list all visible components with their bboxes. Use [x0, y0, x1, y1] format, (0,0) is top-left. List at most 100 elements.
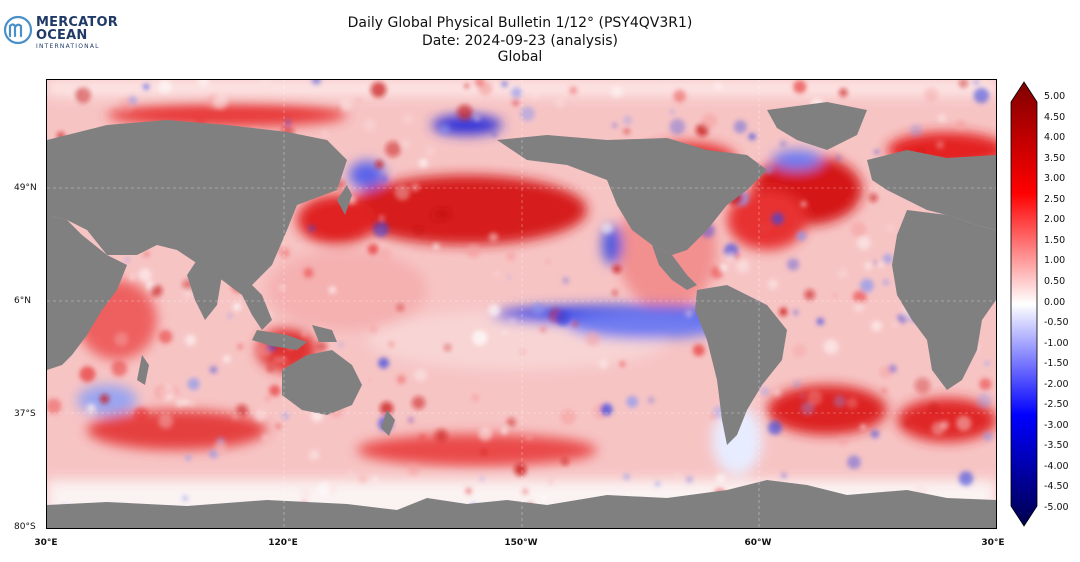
eddy-speckle	[488, 304, 501, 317]
eddy-speckle	[807, 390, 823, 406]
eddy-speckle	[560, 409, 577, 425]
eddy-speckle	[316, 341, 328, 352]
eddy-speckle	[914, 377, 931, 394]
eddy-speckle	[619, 361, 626, 367]
colorbar-tick-label: 4.00	[1044, 132, 1066, 144]
eddy-speckle	[407, 463, 420, 476]
eddy-speckle	[478, 427, 492, 441]
eddy-speckle	[209, 366, 218, 374]
eddy-speckle	[572, 321, 578, 327]
eddy-speckle	[175, 399, 184, 408]
eddy-speckle	[847, 455, 861, 470]
eddy-speckle	[411, 396, 426, 410]
eddy-speckle	[402, 113, 413, 124]
eddy-speckle	[143, 83, 150, 90]
eddy-speckle	[781, 472, 787, 478]
eddy-speckle	[367, 377, 372, 382]
eddy-speckle	[846, 397, 858, 409]
eddy-speckle	[838, 269, 848, 279]
logo-line-1: MERCATOR	[36, 15, 118, 30]
eddy-speckle	[79, 366, 96, 383]
colorbar-tick-label: -2.50	[1044, 399, 1069, 411]
eddy-speckle	[213, 95, 228, 110]
eddy-speckle	[418, 158, 428, 168]
eddy-speckle	[872, 260, 878, 265]
lat-label-80s: 80°S	[14, 522, 36, 532]
eddy-speckle	[665, 81, 671, 86]
eddy-speckle	[531, 302, 545, 316]
eddy-speckle	[375, 160, 384, 169]
eddy-speckle	[87, 403, 95, 411]
eddy-speckle	[864, 261, 873, 271]
eddy-speckle	[598, 359, 609, 370]
colorbar-tick-label: -1.00	[1044, 337, 1069, 349]
eddy-speckle	[973, 80, 979, 85]
eddy-speckle	[786, 258, 800, 271]
eddy-speckle	[736, 259, 750, 273]
eddy-speckle	[479, 476, 485, 482]
eddy-speckle	[569, 86, 578, 95]
eddy-speckle	[792, 344, 807, 358]
eddy-speckle	[439, 123, 451, 135]
eddy-speckle	[984, 360, 990, 367]
eddy-speckle	[823, 339, 839, 355]
eddy-speckle	[983, 432, 993, 441]
eddy-speckle	[396, 304, 404, 312]
eddy-speckle	[465, 487, 472, 495]
eddy-speckle	[673, 89, 686, 103]
eddy-speckle	[512, 98, 520, 107]
eddy-speckle	[724, 243, 739, 258]
eddy-speckle	[882, 253, 893, 264]
eddy-speckle	[506, 417, 516, 427]
eddy-speckle	[726, 253, 735, 262]
eddy-speckle	[539, 494, 548, 502]
eddy-speckle	[692, 344, 705, 357]
eddy-speckle	[871, 320, 882, 332]
eddy-speckle	[522, 488, 528, 495]
eddy-speckle	[833, 395, 846, 408]
eddy-speckle	[860, 424, 866, 430]
eddy-speckle	[502, 330, 508, 336]
eddy-speckle	[438, 207, 451, 220]
eddy-speckle	[860, 278, 874, 293]
eddy-speckle	[235, 404, 248, 417]
eddy-speckle	[150, 284, 163, 297]
eddy-speckle	[143, 250, 150, 258]
eddy-speckle	[302, 332, 307, 337]
eddy-speckle	[733, 253, 741, 261]
eddy-speckle	[800, 394, 805, 399]
eddy-speckle	[869, 193, 878, 203]
eddy-speckle	[260, 80, 272, 89]
eddy-speckle	[444, 344, 452, 352]
eddy-speckle	[956, 415, 972, 431]
eddy-speckle	[886, 224, 894, 232]
eddy-speckle	[612, 123, 618, 128]
colorbar-tick-label: 2.50	[1044, 193, 1066, 205]
eddy-speckle	[924, 87, 939, 102]
eddy-speckle	[793, 380, 801, 388]
logo-line-2: OCEAN	[36, 28, 88, 43]
eddy-speckle	[992, 84, 996, 89]
eddy-speckle	[979, 378, 992, 391]
eddy-speckle	[767, 420, 782, 435]
mercator-m-icon	[3, 15, 33, 45]
eddy-speckle	[904, 421, 910, 427]
eddy-speckle	[182, 495, 188, 501]
eddy-speckle	[471, 393, 480, 402]
eddy-speckle	[168, 385, 180, 397]
eddy-speckle	[227, 313, 233, 319]
eddy-speckle	[379, 401, 394, 416]
eddy-speckle	[373, 221, 389, 238]
colorbar-tick-label: 2.00	[1044, 214, 1066, 226]
lat-label-6n: 6°N	[14, 296, 31, 306]
eddy-speckle	[182, 399, 189, 406]
eddy-speckle	[370, 81, 387, 98]
colorbar-tick-label: -3.00	[1044, 419, 1069, 431]
eddy-speckle	[394, 185, 410, 201]
eddy-speckle	[118, 97, 134, 113]
colorbar-tick-label: -2.00	[1044, 378, 1069, 390]
eddy-speckle	[879, 366, 893, 379]
eddy-speckle	[507, 275, 512, 280]
eddy-speckle	[760, 387, 770, 396]
eddy-speckle	[300, 488, 310, 498]
